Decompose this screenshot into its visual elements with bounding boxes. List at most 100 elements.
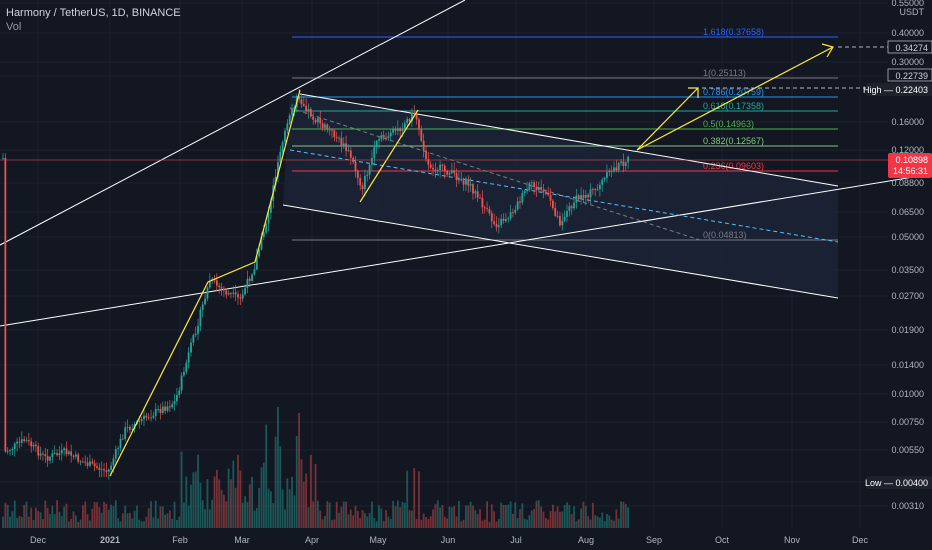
volume-bar: [79, 519, 82, 528]
candle-body: [542, 189, 545, 192]
volume-bar: [16, 517, 18, 528]
volume-bar: [432, 509, 434, 528]
volume-bar: [371, 501, 373, 528]
candle-body: [138, 421, 141, 422]
candle-body: [248, 278, 251, 281]
time-axis[interactable]: Dec 2021 Feb Mar Apr May Jun Jul Aug Sep Oct Nov Dec: [30, 535, 869, 545]
candle-body: [176, 395, 178, 402]
volume-bar: [178, 516, 181, 528]
volume-bar: [147, 508, 150, 528]
candle-body: [96, 466, 98, 468]
candle-body: [460, 179, 463, 181]
volume-bar: [58, 511, 61, 528]
candle-body: [371, 157, 373, 165]
volume-bar: [476, 513, 479, 528]
candle-body: [382, 135, 385, 138]
time-tick-label: Sep: [646, 535, 662, 545]
volume-bar: [176, 520, 178, 528]
current-price-tag-text: 14:56:31: [893, 166, 928, 176]
candle-body: [32, 444, 35, 447]
candle-body: [164, 406, 167, 411]
candle-body: [587, 194, 590, 198]
volume-bar: [11, 511, 14, 528]
volume-bar: [483, 519, 486, 528]
volume-bar: [114, 500, 117, 528]
candle-body: [6, 451, 9, 452]
candle-body: [74, 454, 77, 457]
candle-body: [30, 441, 33, 447]
volume-bar: [199, 482, 202, 528]
volume-bar: [399, 507, 402, 528]
volume-bar: [39, 512, 42, 528]
candle-body: [60, 449, 63, 454]
price-tick-label: 0.06500: [891, 207, 924, 217]
candle-body: [91, 461, 94, 464]
volume-bar: [340, 506, 343, 528]
candle-body: [361, 185, 364, 190]
volume-bar: [265, 424, 268, 528]
volume-bar: [540, 506, 543, 528]
candle-body: [16, 441, 18, 444]
volume-bar: [335, 501, 338, 528]
candle-body: [500, 218, 503, 226]
volume-bar: [479, 509, 481, 528]
candle-body: [401, 128, 404, 132]
volume-bar: [526, 519, 528, 528]
volume-bar: [77, 521, 80, 528]
candle-body: [67, 451, 70, 455]
candle-body: [194, 333, 197, 336]
candle-body: [246, 278, 249, 288]
rising-support-trendline: [0, 173, 932, 327]
fib-level-label: 0.786(0.20759): [703, 87, 764, 97]
candle-body: [448, 172, 451, 175]
channel-top-line: [299, 93, 839, 187]
candle-body: [490, 213, 493, 222]
candle-body: [260, 236, 263, 250]
candle-body: [239, 297, 242, 299]
candle-body: [152, 415, 155, 418]
volume-bar: [587, 516, 590, 528]
candle-body: [505, 219, 507, 222]
candle-body: [615, 167, 618, 171]
candle-body: [328, 129, 331, 131]
volume-bar: [502, 504, 505, 528]
volume-bar: [401, 501, 404, 528]
candle-body: [476, 191, 479, 198]
candle-body: [100, 469, 103, 471]
volume-bar: [18, 515, 21, 528]
candle-body: [450, 170, 453, 173]
symbol-title[interactable]: Harmony / TetherUS, 1D, BINANCE: [6, 7, 181, 19]
volume-bar: [49, 514, 51, 528]
price-axis[interactable]: 0.550000.400000.300000.227390.160000.120…: [891, 0, 924, 511]
volume-bar: [145, 516, 148, 528]
volume-bar: [481, 520, 484, 528]
candle-body: [255, 256, 258, 270]
candle-body: [378, 139, 380, 142]
candle-body: [584, 194, 587, 198]
volume-bar: [385, 510, 387, 528]
candle-body: [112, 458, 115, 466]
volume-bar: [575, 521, 578, 528]
volume-bar: [286, 478, 289, 528]
dashed-midline-1: [289, 107, 701, 241]
candle-body: [84, 461, 87, 463]
time-tick-label: Aug: [578, 535, 594, 545]
candle-body: [620, 161, 622, 164]
volume-bar: [403, 502, 406, 528]
volume-bar: [72, 511, 75, 528]
volume-bar: [544, 517, 547, 528]
volume-bar: [215, 469, 218, 528]
candle-body: [126, 426, 129, 428]
candle-body: [453, 170, 456, 174]
candle-body: [298, 95, 300, 100]
candle-body: [420, 129, 423, 141]
volume-bar: [488, 521, 491, 528]
target-tag-2-text: 0.22739: [895, 71, 928, 81]
volume-bar: [67, 521, 70, 528]
projection-line-1: [636, 87, 699, 151]
upper-long-trendline: [0, 0, 466, 246]
fib-retracement: 1.618(0.37658) 1(0.25113) 0.786(0.20759) 0.…: [292, 27, 838, 241]
candle-body: [234, 292, 237, 295]
volume-bar: [185, 476, 188, 528]
